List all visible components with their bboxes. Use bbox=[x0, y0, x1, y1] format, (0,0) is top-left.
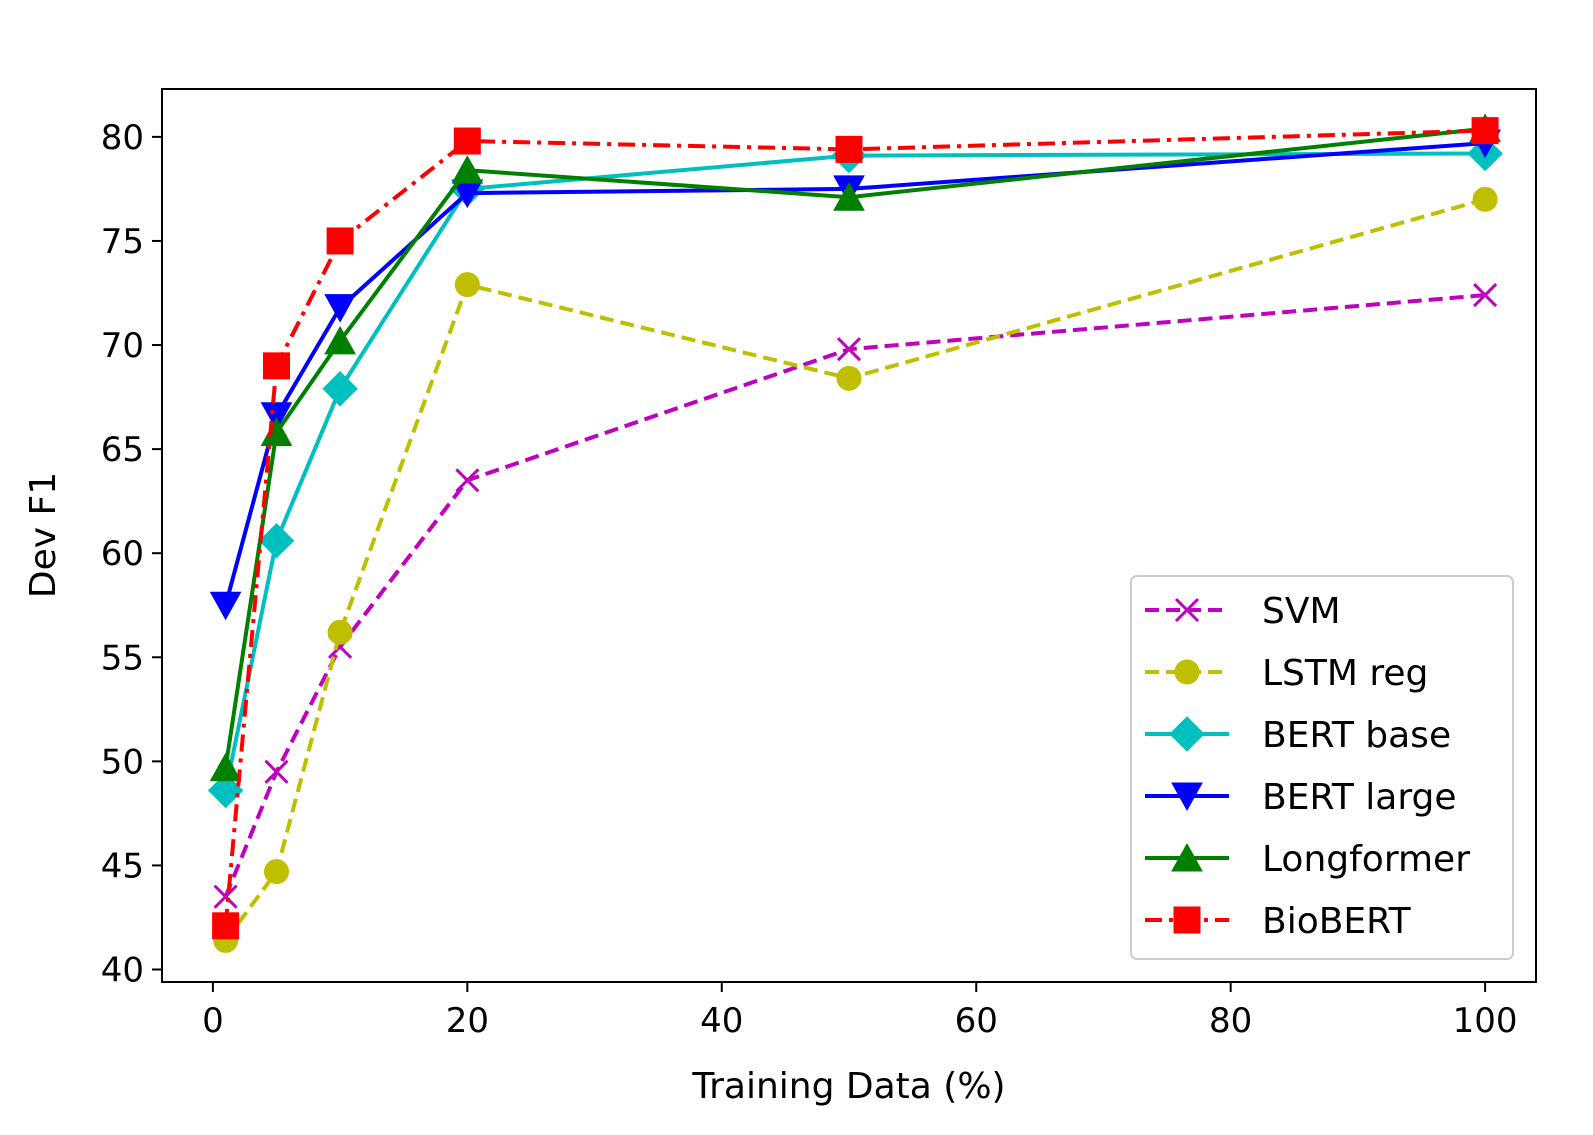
data-point bbox=[454, 272, 480, 298]
y-tick-label: 45 bbox=[101, 846, 144, 886]
legend-marker bbox=[1169, 716, 1205, 752]
legend-marker bbox=[1174, 597, 1200, 623]
data-point bbox=[833, 182, 865, 211]
data-point bbox=[209, 591, 242, 621]
series-line bbox=[223, 128, 1486, 926]
data-point bbox=[451, 155, 484, 184]
x-axis: 0 20 40 60 80 100 bbox=[202, 982, 1518, 1041]
legend-marker bbox=[1171, 842, 1203, 872]
y-tick-label: 65 bbox=[101, 430, 144, 470]
data-point bbox=[322, 371, 358, 407]
y-tick-label: 75 bbox=[101, 222, 144, 262]
data-point bbox=[1472, 186, 1498, 212]
data-point bbox=[324, 325, 356, 355]
data-point bbox=[264, 759, 289, 784]
data-point bbox=[258, 522, 295, 559]
y-tick-label: 80 bbox=[101, 118, 144, 158]
y-tick-label: 55 bbox=[101, 638, 144, 678]
legend-marker bbox=[1173, 906, 1201, 934]
legend-marker bbox=[1174, 659, 1200, 685]
data-point bbox=[1473, 283, 1498, 308]
x-tick-label: 20 bbox=[446, 1001, 489, 1041]
series-line bbox=[223, 151, 1486, 791]
y-axis-label: Dev F1 bbox=[23, 472, 64, 598]
legend-label: BioBERT bbox=[1262, 901, 1412, 942]
legend-item: BERT base bbox=[1145, 715, 1451, 756]
data-point bbox=[836, 365, 862, 391]
legend-label: SVM bbox=[1262, 591, 1341, 632]
data-point bbox=[453, 127, 481, 155]
series-line bbox=[223, 293, 1486, 898]
series-biobert bbox=[212, 117, 1499, 940]
data-point bbox=[260, 402, 293, 431]
y-axis: 40 45 50 55 60 65 70 75 80 bbox=[101, 118, 162, 991]
legend-label: BERT large bbox=[1262, 777, 1457, 818]
series-line bbox=[223, 197, 1486, 942]
x-tick-label: 100 bbox=[1453, 1001, 1518, 1041]
legend-label: LSTM reg bbox=[1262, 653, 1428, 694]
series-layer bbox=[207, 113, 1503, 953]
x-tick-label: 60 bbox=[955, 1001, 998, 1041]
data-point bbox=[209, 752, 242, 782]
data-point bbox=[327, 619, 353, 645]
data-point bbox=[212, 912, 240, 940]
data-point bbox=[264, 859, 289, 885]
legend-marker bbox=[1171, 782, 1203, 812]
legend: SVM LSTM reg BERT base BERT large Longformer… bbox=[1130, 575, 1514, 960]
y-tick-label: 60 bbox=[101, 534, 144, 574]
legend-label: Longformer bbox=[1262, 839, 1470, 880]
plot-frame bbox=[161, 88, 1537, 983]
data-point bbox=[455, 468, 480, 493]
series-line bbox=[223, 126, 1486, 768]
data-point bbox=[1471, 117, 1499, 145]
series-lstm-reg bbox=[213, 186, 1498, 953]
legend-box bbox=[1130, 575, 1514, 960]
legend-item: Longformer bbox=[1145, 839, 1470, 880]
y-tick-label: 40 bbox=[101, 951, 144, 991]
data-point bbox=[326, 227, 354, 255]
x-tick-label: 40 bbox=[700, 1001, 743, 1041]
legend-item: SVM bbox=[1145, 591, 1341, 632]
data-point bbox=[835, 135, 863, 163]
data-point bbox=[213, 884, 238, 909]
legend-label: BERT base bbox=[1262, 715, 1451, 756]
legend-item: BERT large bbox=[1145, 777, 1457, 818]
y-tick-label: 50 bbox=[101, 742, 144, 782]
x-tick-label: 80 bbox=[1209, 1001, 1252, 1041]
x-axis-label: Training Data (%) bbox=[691, 1066, 1005, 1107]
legend-item: BioBERT bbox=[1145, 901, 1412, 942]
data-point bbox=[324, 294, 356, 323]
x-tick-label: 0 bbox=[202, 1001, 224, 1041]
data-point bbox=[263, 352, 290, 380]
data-point bbox=[836, 337, 862, 362]
data-point bbox=[260, 417, 293, 446]
legend-item: LSTM reg bbox=[1145, 653, 1428, 694]
y-tick-label: 70 bbox=[101, 326, 144, 366]
